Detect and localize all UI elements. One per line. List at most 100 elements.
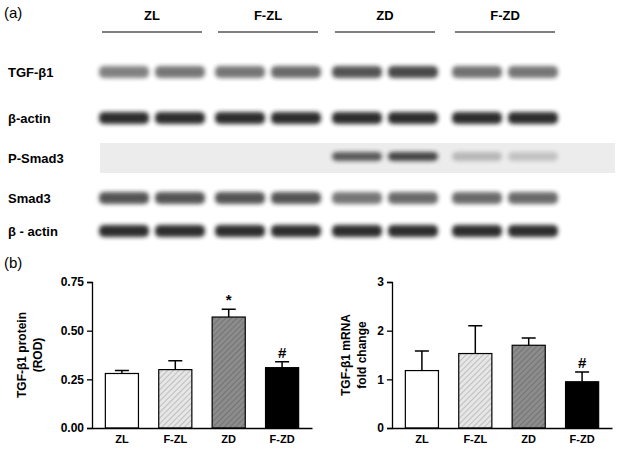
blot-band [452, 225, 502, 237]
tick-label: 0.75 [61, 275, 85, 289]
tick-label: ZL [415, 433, 429, 445]
error-bar [522, 338, 536, 345]
tick-label: 0 [377, 421, 384, 435]
y-axis-title: TGF-β1 protein [15, 312, 29, 398]
bar [159, 370, 192, 428]
tick-mark [387, 282, 392, 283]
blot-row-label: P-Smad3 [8, 151, 64, 166]
blot-band [271, 112, 321, 124]
error-bar [468, 326, 482, 354]
x-axis: ZL F-ZL ZD F-ZD [93, 429, 313, 445]
blot-band [452, 152, 502, 161]
tick: 0.25 [61, 373, 92, 387]
error-bar [275, 362, 289, 368]
bar-chart: 0 1 2 3 ZL F-ZL ZD F-ZD TGF-β1 mRNAfold change # [339, 275, 613, 444]
blot-band [271, 66, 321, 78]
lane-group-label: ZD [376, 8, 393, 23]
blot-row-label: β-actin [8, 111, 51, 126]
tick-mark [387, 379, 392, 380]
tick-label: ZD [221, 433, 236, 445]
tick: F-ZL [163, 433, 187, 445]
tick: 0.50 [61, 324, 92, 338]
blot-band [332, 225, 382, 237]
tick-mark [387, 331, 392, 332]
blot-band [215, 112, 265, 124]
tick: 2 [377, 324, 392, 338]
bar [105, 373, 138, 428]
blot-panel: ZLF-ZLZDF-ZDTGF-β1β-actinP-Smad3Smad3β -… [8, 8, 615, 239]
blot-band [388, 152, 438, 161]
blot-band [452, 66, 502, 78]
lane-group-underline [335, 31, 435, 32]
axis-line [387, 283, 393, 429]
blot-band [215, 225, 265, 237]
tick: ZL [415, 433, 429, 445]
blot-row-label: TGF-β1 [8, 65, 54, 80]
lane-group-label: F-ZD [490, 8, 520, 23]
tick-mark [87, 379, 92, 380]
blot-band [99, 66, 149, 78]
blot-band [155, 112, 205, 124]
y-axis-title: (ROD) [31, 338, 45, 373]
plot-area [405, 326, 598, 428]
tick-label: 0.00 [61, 421, 85, 435]
blot-band [508, 192, 558, 204]
panel-label: (a) [4, 4, 22, 21]
annotation: # [578, 354, 587, 371]
tick-mark [87, 282, 92, 283]
tick: ZD [221, 433, 236, 445]
tick-label: F-ZD [270, 433, 295, 445]
axis-line [393, 428, 613, 429]
y-axis: 0 1 2 3 [377, 275, 392, 435]
blot-band [332, 152, 382, 161]
tick-label: F-ZD [570, 433, 595, 445]
blot-band [508, 112, 558, 124]
figure: (a) (b) ZL F-ZL ZD F-ZD TGF-β1 β-actin P-Smad3 Sm… [0, 0, 629, 452]
tick-label: 2 [377, 324, 384, 338]
tick-mark [387, 428, 392, 429]
blot-band [271, 225, 321, 237]
x-axis: ZL F-ZL ZD F-ZD [393, 429, 613, 445]
bar [512, 345, 545, 428]
blot-band [388, 112, 438, 124]
blot-band [155, 66, 205, 78]
blot-band [332, 112, 382, 124]
tick-label: ZD [521, 433, 536, 445]
tick-label: ZL [115, 433, 129, 445]
tick-label: 1 [377, 373, 384, 387]
tick-label: 0.50 [61, 324, 85, 338]
tick: ZL [115, 433, 129, 445]
tick: F-ZL [463, 433, 487, 445]
panel-label: (b) [4, 254, 22, 271]
tick: F-ZD [270, 433, 295, 445]
blot-band [215, 192, 265, 204]
tick: 0.75 [61, 275, 92, 289]
error-bar [222, 309, 236, 317]
lane-group-underline [102, 31, 202, 32]
bar [566, 382, 599, 428]
blot-row-label: Smad3 [8, 191, 51, 206]
blot-band [215, 66, 265, 78]
blot-band [452, 192, 502, 204]
tick: 3 [377, 275, 392, 289]
lane-group-label: ZL [144, 8, 160, 23]
y-axis-title: fold change [355, 321, 369, 389]
lane-group-label: F-ZL [254, 8, 282, 23]
tick-mark [87, 331, 92, 332]
blot-band [99, 225, 149, 237]
plot-area [105, 309, 298, 428]
blot-band [508, 66, 558, 78]
tick-label: 3 [377, 275, 384, 289]
tick: ZD [521, 433, 536, 445]
tick-mark [87, 428, 92, 429]
axis-line [93, 428, 313, 429]
annotation: * [226, 291, 232, 308]
blot-band [332, 66, 382, 78]
blot-band [155, 225, 205, 237]
blot-strip [100, 143, 615, 173]
bar [212, 317, 245, 428]
bar [459, 354, 492, 428]
lane-group-underline [218, 31, 318, 32]
y-axis-title: TGF-β1 mRNA [339, 314, 353, 396]
blot-band [452, 112, 502, 124]
